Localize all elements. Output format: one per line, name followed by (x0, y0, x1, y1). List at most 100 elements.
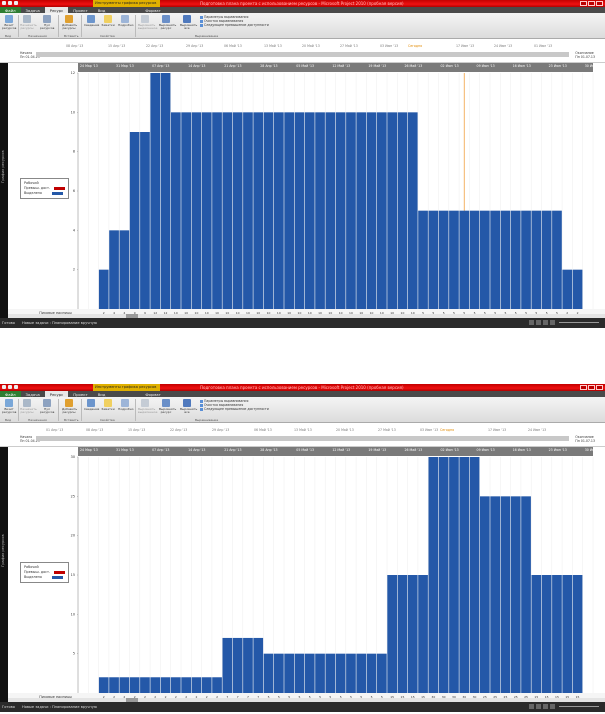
peak-unit-value: 12 (164, 311, 168, 315)
peak-unit-value: 2 (123, 695, 125, 699)
tab-view[interactable]: Вид (97, 392, 106, 397)
tab-task[interactable]: Задача (25, 8, 40, 13)
zoom-slider[interactable] (559, 322, 599, 323)
minimize-icon[interactable] (580, 385, 587, 390)
peak-unit-value: 5 (443, 311, 445, 315)
horizontal-scrollbar[interactable] (8, 698, 605, 702)
week-label: 26 Май '13 (404, 448, 422, 452)
maximize-icon[interactable] (588, 1, 595, 6)
legend-overalloc-swatch (54, 186, 66, 190)
peak-unit-value: 10 (411, 311, 415, 315)
timeline-dates: 08 Апр '13 15 Апр '13 22 Апр '13 29 Апр … (66, 44, 553, 48)
add-resources-button[interactable]: Добавить ресурсы (62, 399, 77, 415)
zoom-slider[interactable] (559, 706, 599, 707)
peak-unit-value: 5 (371, 695, 373, 699)
peak-unit-value: 5 (309, 695, 311, 699)
tab-resource[interactable]: Ресурс (44, 7, 69, 13)
status-new-tasks[interactable]: Новые задачи : Планирование вручную (22, 321, 97, 325)
level-selection-button[interactable]: Выровнять выделенное (138, 15, 157, 31)
peak-unit-value: 5 (504, 311, 506, 315)
week-label: 26 Май '13 (404, 64, 422, 68)
add-resources-button[interactable]: Добавить ресурсы (62, 15, 77, 31)
tab-format[interactable]: Формат (145, 8, 161, 13)
tab-task[interactable]: Задача (25, 392, 40, 397)
quick-access-toolbar[interactable] (2, 385, 18, 389)
level-resource-button[interactable]: Выровнять ресурс (159, 15, 176, 31)
bar (335, 653, 346, 693)
details-icon (121, 15, 129, 23)
bar (150, 73, 161, 309)
y-tick-label: 15 (71, 573, 75, 577)
window-controls[interactable] (580, 385, 603, 390)
bar (469, 457, 480, 693)
bar (366, 653, 377, 693)
view-shortcuts[interactable] (529, 704, 555, 709)
today-marker: Сегодня (440, 428, 455, 432)
team-planner-button[interactable]: Визит ресурсов (2, 15, 16, 31)
notes-button[interactable]: Заметки (101, 15, 115, 27)
leveling-options-button[interactable]: Параметры выравнивания (200, 399, 269, 403)
level-selection-button[interactable]: Выровнять выделенное (138, 399, 157, 415)
tab-format[interactable]: Формат (145, 392, 161, 397)
scrollbar-thumb[interactable] (126, 698, 138, 702)
leveling-options-button[interactable]: Параметры выравнивания (200, 15, 269, 19)
status-new-tasks[interactable]: Новые задачи : Планирование вручную (22, 705, 97, 709)
peak-unit-value: 2 (103, 311, 105, 315)
information-button[interactable]: Сведения (84, 15, 99, 27)
next-overallocation-button[interactable]: Следующее превышение доступности (200, 407, 269, 411)
assign-resources-button[interactable]: Назначить ресурсы (20, 15, 37, 31)
project-window-1: Инструменты графика ресурсов Подготовка … (0, 0, 605, 328)
tab-file[interactable]: Файл (0, 391, 21, 397)
horizontal-scrollbar[interactable] (8, 314, 605, 318)
assign-resources-button[interactable]: Назначить ресурсы (20, 399, 37, 415)
notes-button[interactable]: Заметки (101, 399, 115, 411)
close-icon[interactable] (596, 385, 603, 390)
scrollbar-thumb[interactable] (126, 314, 138, 318)
resource-pool-button[interactable]: Пул ресурсов (40, 15, 54, 31)
bar (315, 653, 325, 693)
resource-pool-button[interactable]: Пул ресурсов (40, 399, 54, 415)
timeline-bar[interactable] (36, 52, 569, 57)
bar (449, 457, 459, 693)
bar (418, 575, 428, 693)
tab-file[interactable]: Файл (0, 7, 21, 13)
quick-access-toolbar[interactable] (2, 1, 18, 5)
bar (387, 112, 397, 309)
tab-resource[interactable]: Ресурс (44, 391, 69, 397)
timeline[interactable]: 01 Апр '13 08 Апр '13 15 Апр '13 22 Апр … (0, 423, 605, 447)
details-button[interactable]: Подробно (118, 399, 134, 411)
clear-leveling-button[interactable]: Очистка выравнивания (200, 403, 269, 407)
close-icon[interactable] (596, 1, 603, 6)
next-overallocation-button[interactable]: Следующее превышение доступности (200, 23, 269, 27)
y-tick-label: 2 (73, 268, 75, 272)
information-button[interactable]: Сведения (84, 399, 99, 411)
resource-pool-icon (43, 399, 51, 407)
resource-graph-area[interactable]: 24 Мар '13 31 Мар '13 07 Апр '13 14 Апр '13… (8, 447, 605, 702)
tab-view[interactable]: Вид (97, 8, 106, 13)
bar (428, 210, 439, 309)
level-all-button[interactable]: Выровнять все (180, 399, 197, 415)
peak-units-label: Пиковые единицы (39, 311, 72, 315)
peak-unit-value: 25 (504, 695, 508, 699)
level-resource-button[interactable]: Выровнять ресурс (159, 399, 176, 415)
week-label: 23 Июн '13 (549, 448, 567, 452)
maximize-icon[interactable] (588, 385, 595, 390)
timeline[interactable]: 08 Апр '13 15 Апр '13 22 Апр '13 29 Апр … (0, 39, 605, 63)
details-button[interactable]: Подробно (118, 15, 134, 27)
bar (119, 677, 130, 693)
bar (387, 575, 397, 693)
minimize-icon[interactable] (580, 1, 587, 6)
team-planner-button[interactable]: Визит ресурсов (2, 399, 16, 415)
clear-leveling-button[interactable]: Очистка выравнивания (200, 19, 269, 23)
bar (407, 112, 418, 309)
window-controls[interactable] (580, 1, 603, 6)
view-shortcuts[interactable] (529, 320, 555, 325)
tab-project[interactable]: Проект (73, 8, 88, 13)
ribbon-tabs: Файл Задача Ресурс Проект Вид Формат (0, 391, 605, 397)
today-marker: Сегодня (408, 44, 423, 48)
title-bar: Инструменты графика ресурсов Подготовка … (0, 0, 605, 7)
tab-project[interactable]: Проект (73, 392, 88, 397)
timeline-bar[interactable] (36, 436, 569, 441)
level-all-button[interactable]: Выровнять все (180, 15, 197, 31)
resource-graph-area[interactable]: 24 Мар '13 31 Мар '13 07 Апр '13 14 Апр '13… (8, 63, 605, 318)
